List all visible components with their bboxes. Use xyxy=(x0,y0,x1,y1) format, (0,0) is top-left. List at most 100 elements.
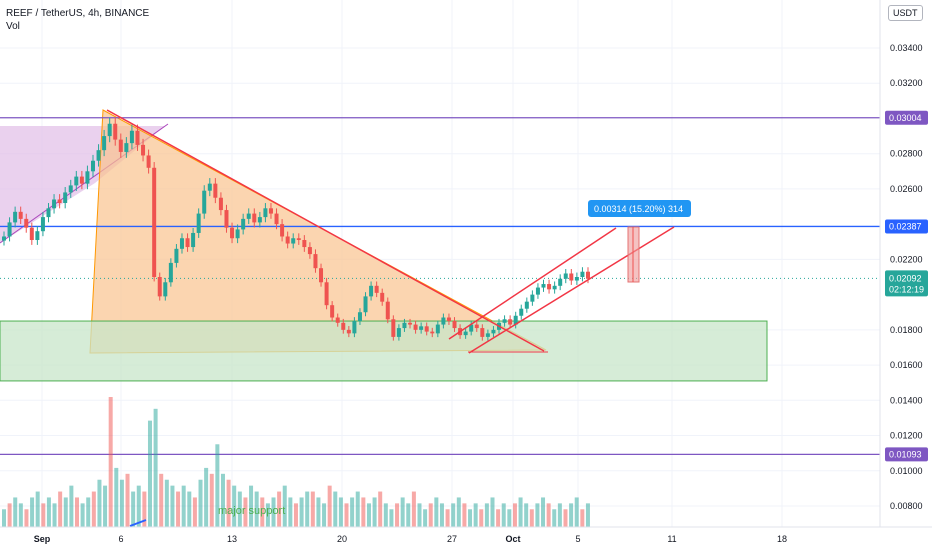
candle-body xyxy=(191,232,196,248)
level-price-tag xyxy=(885,219,928,234)
volume-bar xyxy=(97,479,102,527)
candle-body xyxy=(35,231,40,241)
candle-body xyxy=(530,294,535,302)
candle-body xyxy=(79,176,84,184)
volume-bar xyxy=(372,497,377,527)
candle-body xyxy=(218,197,223,211)
candle-body xyxy=(24,218,29,228)
candle-body xyxy=(141,144,146,156)
symbol-title[interactable]: REEF / TetherUS, 4h, BINANCE xyxy=(6,8,150,19)
volume-bar xyxy=(389,509,394,527)
volume-bar xyxy=(220,473,225,527)
volume-bar xyxy=(479,509,484,527)
volume-bar xyxy=(2,509,6,527)
volume-bar xyxy=(378,491,383,527)
volume-bar xyxy=(484,503,489,527)
volume-bar xyxy=(176,491,181,527)
candle-body xyxy=(202,190,207,214)
candle-body xyxy=(235,229,240,239)
candle-body xyxy=(541,284,546,288)
volume-bar xyxy=(557,503,562,527)
countdown-label: 02:12:19 xyxy=(889,284,924,294)
candle-body xyxy=(552,285,557,290)
candle-body xyxy=(90,160,95,172)
level-price-tag xyxy=(885,447,928,462)
volume-trend-mark xyxy=(129,519,147,527)
time-tick: 11 xyxy=(667,534,676,544)
volume-bar xyxy=(108,397,113,527)
candle-body xyxy=(40,217,45,232)
current-price-label: 0.02092 xyxy=(889,273,922,283)
volume-bar xyxy=(524,503,529,527)
candle-body xyxy=(274,213,279,225)
price-tick: 0.00800 xyxy=(890,501,923,511)
volume-bar xyxy=(52,503,57,527)
candle-body xyxy=(508,319,513,325)
candle-body xyxy=(252,213,257,223)
candle-body xyxy=(357,312,362,322)
volume-bar xyxy=(439,503,444,527)
volume-bar xyxy=(153,408,158,527)
volume-bar xyxy=(192,497,197,527)
volume-bar xyxy=(254,491,259,527)
volume-bar xyxy=(574,497,579,527)
drawings-layer[interactable] xyxy=(0,109,768,382)
volume-bar xyxy=(327,485,332,527)
candle-body xyxy=(586,271,590,279)
candle-body xyxy=(113,123,118,140)
measure-label-box xyxy=(588,200,691,217)
volume-bar xyxy=(260,497,265,527)
volume-bar xyxy=(350,497,355,527)
candle-body xyxy=(469,324,474,332)
time-tick: Sep xyxy=(34,534,51,544)
annotation-major-support: major support xyxy=(218,505,285,517)
price-tick: 0.02200 xyxy=(890,254,923,264)
volume-bar xyxy=(288,497,293,527)
candle-body xyxy=(341,322,346,330)
horizontal-levels[interactable] xyxy=(0,117,880,456)
candle-body xyxy=(118,139,123,152)
volume-bar xyxy=(243,497,248,527)
volume-bar xyxy=(361,497,366,527)
candle-body xyxy=(385,301,390,320)
candle-body xyxy=(263,208,268,218)
time-tick: 20 xyxy=(337,534,347,544)
volume-legend[interactable]: Vol xyxy=(6,21,20,32)
volume-bar xyxy=(501,503,506,527)
price-tick: 0.02800 xyxy=(890,149,923,159)
candle-body xyxy=(380,292,385,302)
time-axis[interactable]: Sep 6 13 20 27 Oct 5 11 18 xyxy=(0,526,932,544)
candle-body xyxy=(580,271,585,277)
volume-bar xyxy=(58,491,63,527)
volume-bar xyxy=(496,509,501,527)
volume-bar xyxy=(451,503,456,527)
volume-bar xyxy=(131,491,136,527)
volume-bar xyxy=(69,485,74,527)
volume-bar xyxy=(456,497,461,527)
price-tick: 0.01600 xyxy=(890,360,923,370)
currency-button[interactable]: USDT xyxy=(888,5,923,21)
candle-body xyxy=(18,211,23,219)
volume-bar xyxy=(473,503,478,527)
trendlines-layer[interactable]: 0.00314 (15.20%) 314 xyxy=(106,109,691,527)
volume-bar xyxy=(170,485,175,527)
price-tick: 0.03200 xyxy=(890,78,923,88)
price-axis[interactable]: 0.03004 0.02387 0.01093 0.03400 0.03200 0.028… xyxy=(879,0,928,527)
volume-bar xyxy=(103,485,108,527)
candle-body xyxy=(296,238,301,241)
candle-body xyxy=(29,227,34,241)
volume-bar xyxy=(271,497,276,527)
candle-body xyxy=(124,143,129,152)
volume-bar xyxy=(462,503,467,527)
candle-body xyxy=(307,247,312,255)
price-tick: 0.03400 xyxy=(890,43,923,53)
volume-bar xyxy=(30,497,35,527)
candle-body xyxy=(52,199,57,209)
volume-bar xyxy=(159,473,164,527)
volume-bar xyxy=(541,497,546,527)
volume-bar xyxy=(468,509,473,527)
candle-body xyxy=(485,333,490,337)
current-price-tag xyxy=(885,270,928,297)
volume-bar xyxy=(277,491,282,527)
